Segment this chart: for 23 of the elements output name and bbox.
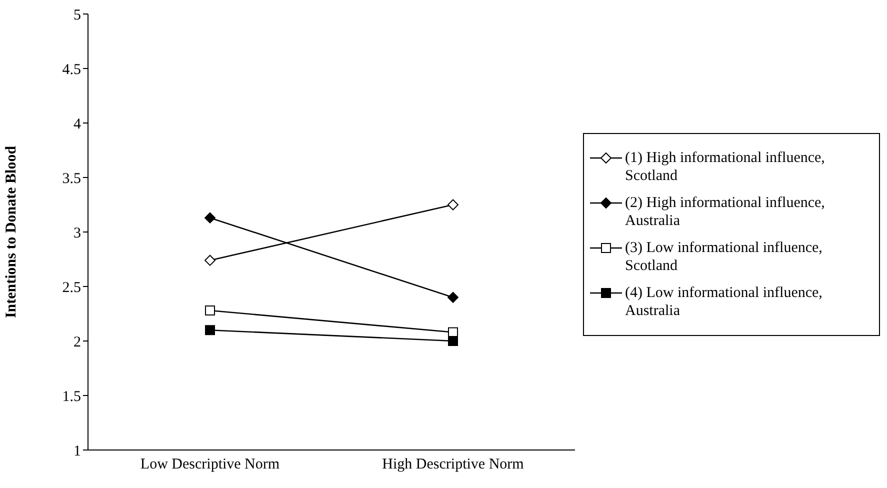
y-tick-label: 5 [74, 7, 81, 24]
y-tick-label: 2 [74, 334, 81, 350]
y-axis-title: Intentions to Donate Blood [3, 145, 20, 318]
y-tick-label: 4 [74, 116, 82, 132]
legend-label: (2) High informational influence, Australia [625, 194, 826, 230]
point [448, 199, 458, 210]
x-tick-label: High Descriptive Norm [382, 456, 524, 473]
point [448, 292, 458, 303]
point [205, 325, 215, 336]
point [448, 336, 458, 346]
y-tick-label: 2.5 [62, 280, 81, 296]
legend-label: (1) High informational influence, Scotland [625, 149, 826, 185]
y-tick-label: 1 [74, 443, 81, 460]
point [204, 254, 216, 266]
y-tick-label: 3.5 [62, 170, 81, 187]
legend-label: (3) Low informational influence, Scotland [625, 239, 824, 275]
point [205, 305, 215, 316]
x-tick-label: Low Descriptive Norm [140, 456, 280, 473]
y-tick-label: 3 [74, 225, 81, 242]
point [204, 212, 216, 224]
y-tick-label: 4.5 [62, 62, 81, 78]
legend-label: (4) Low informational influence, Australia [625, 284, 824, 320]
y-tick-label: 1.5 [62, 388, 81, 405]
